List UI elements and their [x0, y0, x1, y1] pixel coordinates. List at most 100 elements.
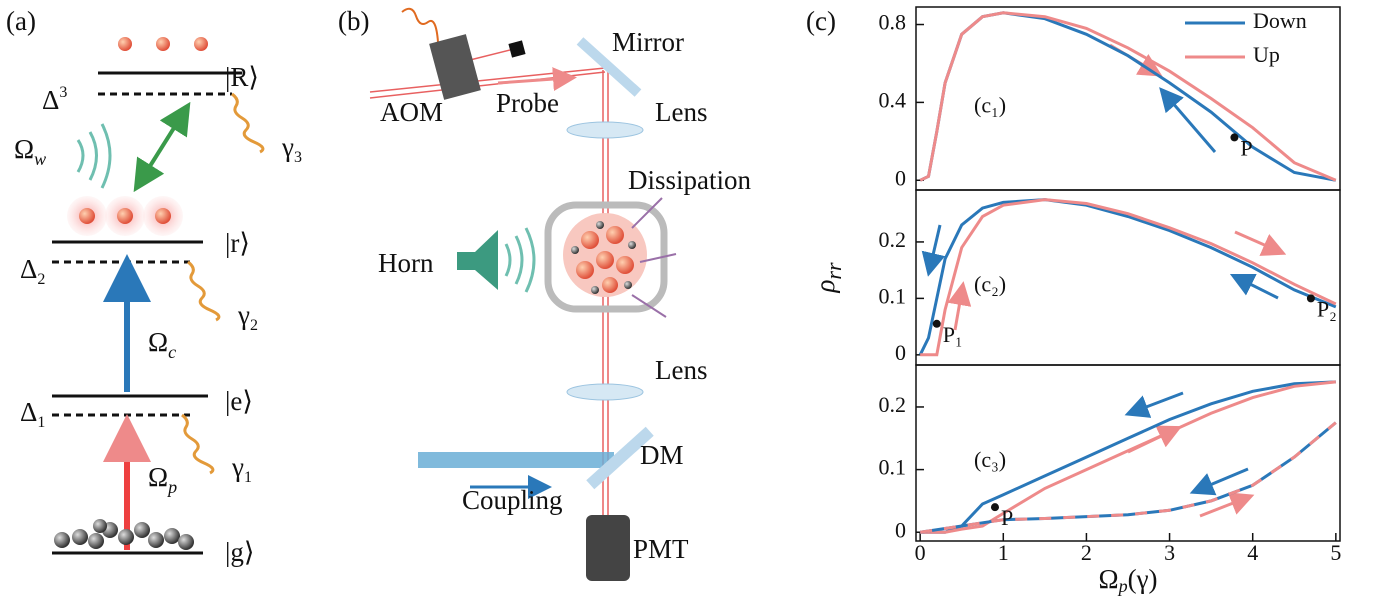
panel-annotation: (c₃) [974, 447, 1006, 472]
detuning-label: Δ2 [20, 254, 45, 287]
decoration-circle [596, 251, 614, 269]
decoration-tspan: 1 [37, 414, 45, 431]
legend-label: Up [1253, 42, 1280, 67]
y-tick-label: 0.8 [879, 10, 907, 35]
decoration-tspan: γ [237, 300, 250, 330]
decoration-circle [178, 534, 194, 550]
detuning-label: Δ3 [42, 84, 67, 116]
decoration-tspan: p [166, 477, 177, 497]
y-tick-label: 0.1 [879, 283, 907, 308]
decoration-tspan: 2 [37, 271, 45, 288]
y-axis-symbol: ρ [810, 280, 840, 294]
decoration-circle [118, 37, 132, 51]
decoration-path [78, 140, 83, 172]
decoration-ellipse [567, 384, 643, 400]
y-tick-label: 0 [895, 165, 906, 190]
decoration-line [930, 225, 940, 268]
y-tick-label: 0 [895, 517, 906, 542]
decoration-g [506, 228, 534, 292]
decoration-tspan: Δ [20, 397, 37, 427]
decoration-g [78, 124, 110, 188]
decoration-tspan: 1 [244, 469, 252, 486]
decoration-path [516, 236, 522, 284]
decoration-path [526, 228, 534, 292]
x-axis-symbol: Ω [1099, 564, 1119, 594]
point-label: P [1240, 135, 1252, 160]
decoration-tspan: Ω [14, 134, 34, 164]
decoration-path [506, 244, 510, 276]
decoration-path [457, 230, 498, 290]
decoration-tspan: γ [281, 132, 294, 162]
state-label: |e⟩ [225, 386, 253, 416]
point-marker [1230, 133, 1238, 141]
point-label: P [1001, 505, 1013, 530]
panel-label: (a) [6, 6, 36, 36]
figure: (a) |R⟩ |r⟩ |e⟩ |g⟩ Δ3 Δ2 Δ1 Ωw Ωc Ωp γ3… [0, 0, 1375, 606]
optics-label: Probe [496, 88, 559, 118]
panel-annotation: (c₁) [974, 93, 1006, 118]
x-tick-label: 4 [1247, 540, 1258, 565]
legend-label: Down [1253, 8, 1307, 33]
y-tick-label: 0.2 [879, 392, 907, 417]
x-tick-label: 1 [998, 540, 1009, 565]
field-label: Ωw [14, 134, 46, 169]
x-axis-label: Ωp(γ) [1099, 564, 1158, 596]
decoration-tspan: 3 [294, 149, 302, 166]
decay-label: γ2 [237, 300, 258, 333]
decoration-path [182, 415, 213, 473]
decoration-circle [194, 37, 208, 51]
decoration-path [188, 262, 219, 320]
decoration-g [67, 37, 208, 236]
state-label: |r⟩ [225, 228, 250, 258]
decoration-line [1235, 232, 1278, 251]
decoration-line [1165, 94, 1215, 152]
field-label: Ωc [148, 327, 176, 362]
decoration-circle [581, 231, 599, 249]
decoration-path [470, 50, 510, 60]
point-label: P₂ [1317, 296, 1337, 321]
decoration-circle [79, 208, 95, 224]
decoration-circle [88, 533, 104, 549]
y-axis-sub: rr [821, 262, 846, 280]
decoration-line [1238, 278, 1278, 298]
panel-b: (b) Mirror AOM Probe Lens Dissipation Ho… [338, 6, 752, 581]
decoration-line [140, 112, 184, 182]
decoration-line [1198, 469, 1248, 490]
decoration-circle [591, 286, 599, 294]
decoration-path [102, 124, 110, 188]
y-tick-label: 0 [895, 340, 906, 365]
decoration-tspan: c [168, 342, 176, 362]
decoration-path [232, 94, 263, 152]
panel-a: (a) |R⟩ |r⟩ |e⟩ |g⟩ Δ3 Δ2 Δ1 Ωw Ωc Ωp γ3… [6, 6, 302, 567]
decoration-circle [606, 226, 624, 244]
optics-label: DM [640, 440, 684, 470]
optics-label: Mirror [612, 27, 684, 57]
point-marker [933, 320, 941, 328]
decoration-circle [164, 528, 180, 544]
panel-label: (b) [338, 6, 369, 36]
point-label: P₁ [943, 322, 963, 347]
x-tick-label: 2 [1081, 540, 1092, 565]
y-tick-label: 0.2 [879, 227, 907, 252]
decay-label: γ1 [231, 452, 252, 485]
optics-label: Lens [655, 355, 707, 385]
panel-annotation: (c₂) [974, 271, 1006, 296]
decoration-circle [93, 519, 107, 533]
x-tick-label: 3 [1164, 540, 1175, 565]
y-axis-label: ρrr [810, 262, 846, 294]
decoration-circle [118, 529, 134, 545]
decoration-tspan: 3 [59, 84, 67, 101]
state-label: |g⟩ [225, 537, 254, 567]
decoration-rect [586, 515, 630, 581]
decoration-line [498, 78, 568, 83]
decoration-line [1133, 393, 1183, 412]
state-label: |R⟩ [225, 62, 259, 92]
optics-label: Horn [378, 248, 434, 278]
decay-label: γ3 [281, 132, 302, 165]
point-marker [991, 503, 999, 511]
decoration-path [402, 9, 438, 42]
optics-label: PMT [633, 534, 689, 564]
decoration-circle [628, 241, 636, 249]
decoration-ellipse [567, 122, 643, 138]
decoration-tspan: Δ [20, 254, 37, 284]
